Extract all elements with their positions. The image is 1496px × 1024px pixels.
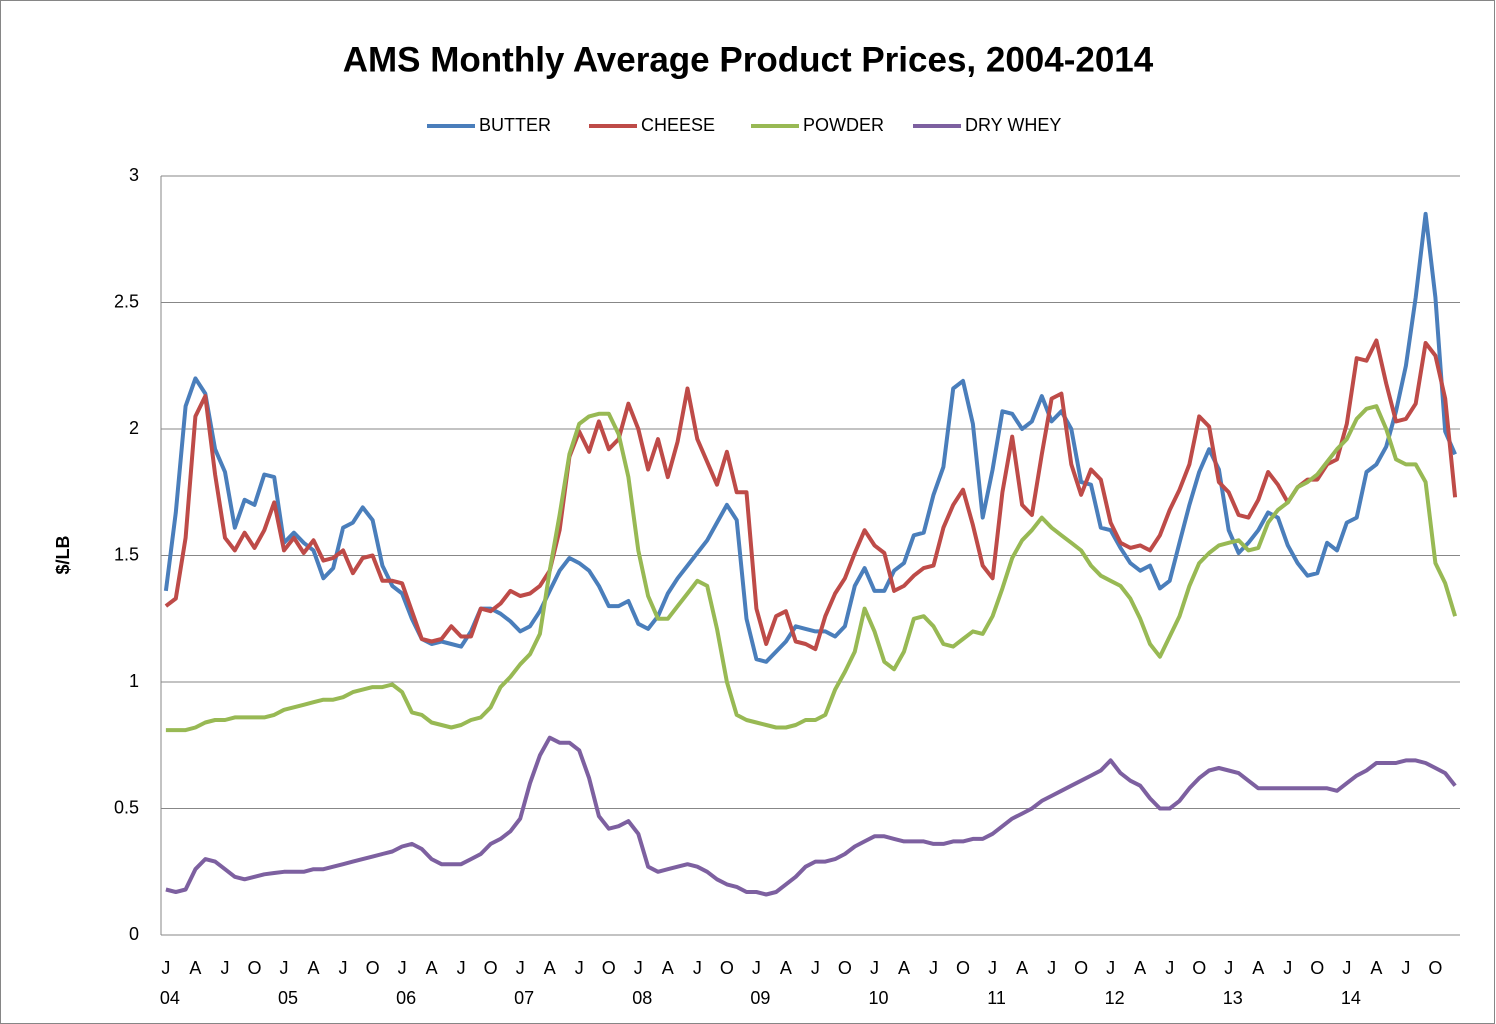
x-tick-label: A [662,958,674,978]
x-tick-label: J [1165,958,1174,978]
y-tick-label: 3 [129,165,139,185]
x-tick-label: O [838,958,852,978]
x-tick-label: J [929,958,938,978]
year-label: 06 [396,988,416,1008]
year-label: 09 [750,988,770,1008]
x-tick-label: A [426,958,438,978]
x-tick-label: J [752,958,761,978]
x-tick-label: O [1192,958,1206,978]
year-label: 13 [1223,988,1243,1008]
x-tick-label: J [220,958,229,978]
x-tick-label: O [484,958,498,978]
x-tick-label: J [1047,958,1056,978]
series-line [165,735,1457,897]
year-label: 11 [987,988,1006,1008]
y-tick-label: 1.5 [114,544,139,564]
legend-label: BUTTER [479,115,551,135]
series-line [163,211,1457,664]
legend-label: CHEESE [641,115,715,135]
x-tick-label: J [575,958,584,978]
x-tick-label: J [339,958,348,978]
year-label: 05 [278,988,298,1008]
x-tick-label: J [1283,958,1292,978]
x-tick-label: A [1134,958,1146,978]
x-tick-label: J [1224,958,1233,978]
year-label: 04 [160,988,180,1008]
x-tick-label: J [457,958,466,978]
series-line [165,404,1458,733]
x-tick-label: J [693,958,702,978]
year-label: 10 [868,988,888,1008]
y-axis-label: $/LB [53,535,73,574]
year-label: 07 [514,988,534,1008]
x-tick-label: A [1016,958,1028,978]
x-tick-label: J [634,958,643,978]
year-label: 14 [1341,988,1361,1008]
y-tick-label: 2 [129,418,139,438]
x-tick-label: A [1252,958,1264,978]
x-tick-label: A [544,958,556,978]
y-tick-label: 0 [129,924,139,944]
x-tick-label: O [1074,958,1088,978]
x-tick-label: A [898,958,910,978]
year-label: 12 [1105,988,1125,1008]
x-tick-label: A [780,958,792,978]
x-tick-label: A [189,958,201,978]
x-tick-label: J [811,958,820,978]
x-tick-label: O [366,958,380,978]
x-tick-label: J [161,958,170,978]
year-label: 08 [632,988,652,1008]
x-tick-label: J [280,958,289,978]
series-line [164,338,1458,652]
x-tick-label: A [308,958,320,978]
x-tick-label: J [516,958,525,978]
x-tick-label: O [247,958,261,978]
x-tick-label: J [1342,958,1351,978]
y-tick-label: 0.5 [114,797,139,817]
chart-title: AMS Monthly Average Product Prices, 2004… [343,40,1154,79]
x-tick-label: J [398,958,407,978]
x-tick-label: O [602,958,616,978]
x-tick-label: J [1401,958,1410,978]
x-tick-label: J [988,958,997,978]
legend-label: DRY WHEY [965,115,1061,135]
x-tick-label: A [1370,958,1382,978]
x-tick-label: O [956,958,970,978]
x-tick-label: O [720,958,734,978]
x-tick-label: O [1428,958,1442,978]
legend-label: POWDER [803,115,884,135]
x-tick-label: J [1106,958,1115,978]
y-tick-label: 1 [129,671,139,691]
y-tick-label: 2.5 [114,291,139,311]
x-tick-label: J [870,958,879,978]
x-tick-label: O [1310,958,1324,978]
